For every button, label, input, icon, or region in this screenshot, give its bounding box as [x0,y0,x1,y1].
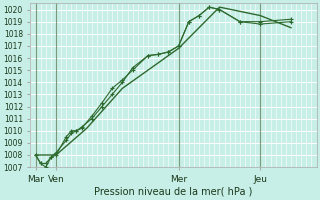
X-axis label: Pression niveau de la mer( hPa ): Pression niveau de la mer( hPa ) [94,187,253,197]
